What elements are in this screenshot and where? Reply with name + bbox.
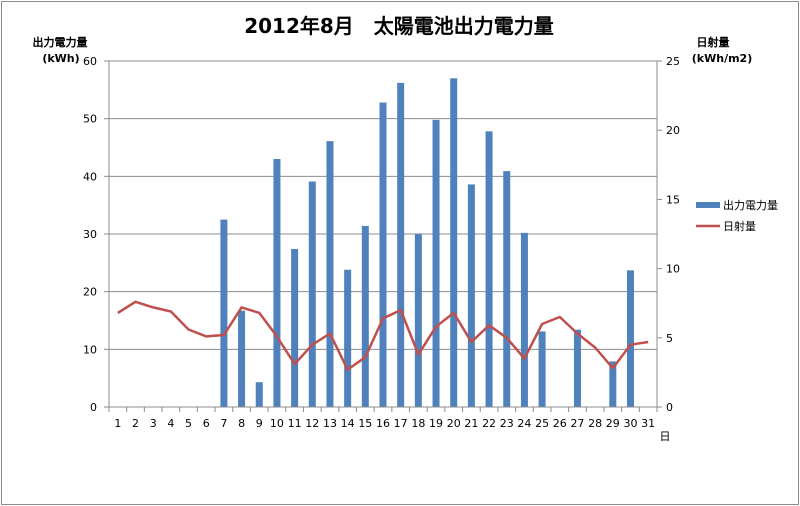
x-tick-label: 26 bbox=[553, 417, 567, 430]
legend-bar-swatch bbox=[696, 202, 720, 208]
y-tick-label: 40 bbox=[83, 170, 97, 183]
bar bbox=[414, 234, 422, 407]
axes bbox=[104, 60, 662, 412]
bar bbox=[397, 82, 405, 407]
x-tick-label: 19 bbox=[429, 417, 443, 430]
x-tick-label: 12 bbox=[305, 417, 319, 430]
x-tick-label: 1 bbox=[114, 417, 121, 430]
y-axis-title: 出力電力量 bbox=[33, 35, 88, 49]
legend-bar-label: 出力電力量 bbox=[723, 198, 778, 212]
bar bbox=[503, 171, 511, 407]
bar bbox=[450, 78, 458, 408]
x-tick-label: 9 bbox=[256, 417, 263, 430]
x-tick-label: 18 bbox=[411, 417, 425, 430]
y2-tick-label: 5 bbox=[666, 332, 673, 345]
line-path bbox=[117, 300, 649, 371]
bar-series bbox=[220, 78, 634, 408]
y-tick-label: 20 bbox=[83, 286, 97, 299]
x-tick-label: 5 bbox=[185, 417, 192, 430]
x-tick-label: 7 bbox=[220, 417, 227, 430]
y-tick-label: 50 bbox=[83, 113, 97, 126]
x-tick-label: 15 bbox=[358, 417, 372, 430]
x-tick-label: 30 bbox=[623, 417, 637, 430]
bar bbox=[432, 119, 440, 407]
y-axis-unit: (kWh) bbox=[42, 52, 79, 65]
y-tick-label: 0 bbox=[90, 401, 97, 414]
legend: 出力電力量 日射量 bbox=[696, 198, 778, 233]
bar bbox=[626, 270, 634, 407]
y2-axis-title: 日射量 bbox=[697, 35, 730, 49]
bar bbox=[379, 102, 387, 408]
x-tick-label: 16 bbox=[376, 417, 390, 430]
y-tick-label: 60 bbox=[83, 55, 97, 68]
y-tick-label: 10 bbox=[83, 343, 97, 356]
bar bbox=[273, 159, 281, 407]
x-tick-label: 31 bbox=[641, 417, 655, 430]
bar bbox=[308, 181, 316, 407]
x-tick-label: 21 bbox=[464, 417, 478, 430]
x-tick-label: 23 bbox=[500, 417, 514, 430]
bar bbox=[485, 131, 493, 407]
x-tick-label: 22 bbox=[482, 417, 496, 430]
bar bbox=[538, 331, 546, 407]
y2-tick-label: 10 bbox=[666, 263, 680, 276]
x-tick-label: 8 bbox=[238, 417, 245, 430]
bar bbox=[467, 184, 475, 407]
y2-tick-label: 20 bbox=[666, 124, 680, 137]
x-tick-label: 28 bbox=[588, 417, 602, 430]
x-tick-label: 25 bbox=[535, 417, 549, 430]
y-tick-label: 30 bbox=[83, 228, 97, 241]
x-tick-label: 13 bbox=[323, 417, 337, 430]
bar bbox=[344, 269, 352, 407]
y2-tick-label: 15 bbox=[666, 193, 680, 206]
bar bbox=[573, 329, 581, 407]
bar bbox=[361, 225, 369, 407]
x-tick-label: 3 bbox=[150, 417, 157, 430]
legend-line-label: 日射量 bbox=[723, 219, 756, 233]
bar bbox=[220, 219, 228, 407]
x-tick-label: 24 bbox=[517, 417, 531, 430]
x-tick-label: 2 bbox=[132, 417, 139, 430]
bar bbox=[326, 141, 334, 407]
bar bbox=[238, 310, 246, 407]
y2-tick-label: 0 bbox=[666, 401, 673, 414]
x-tick-label: 29 bbox=[606, 417, 620, 430]
x-tick-label: 14 bbox=[341, 417, 355, 430]
line-series bbox=[117, 300, 649, 371]
bar bbox=[609, 361, 617, 407]
x-tick-label: 17 bbox=[394, 417, 408, 430]
bar bbox=[255, 382, 263, 407]
x-tick-label: 4 bbox=[167, 417, 174, 430]
x-tick-label: 6 bbox=[203, 417, 210, 430]
x-axis-title: 日 bbox=[660, 430, 671, 443]
x-tick-label: 11 bbox=[288, 417, 302, 430]
x-tick-label: 20 bbox=[447, 417, 461, 430]
chart-title: 2012年8月 太陽電池出力電力量 bbox=[244, 14, 554, 38]
bar bbox=[291, 248, 299, 407]
bar bbox=[520, 232, 528, 407]
y2-axis-unit: (kWh/m2) bbox=[692, 52, 752, 65]
x-tick-label: 10 bbox=[270, 417, 284, 430]
y2-tick-label: 25 bbox=[666, 55, 680, 68]
x-tick-label: 27 bbox=[570, 417, 584, 430]
